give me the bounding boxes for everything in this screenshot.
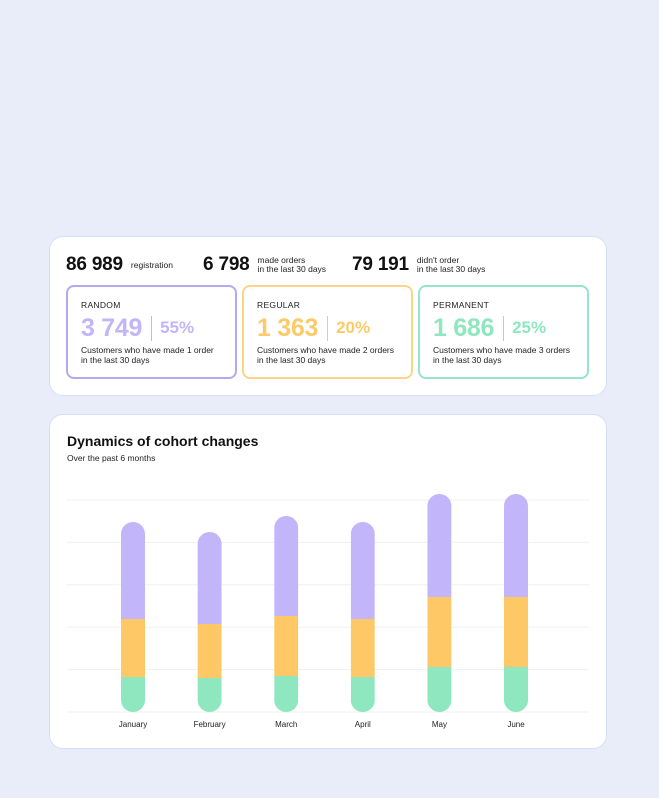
bar-segment-regular bbox=[504, 597, 528, 667]
stat-label-line: registration bbox=[130, 259, 173, 270]
stat-didnt-order: 79 191 didn't order in the last 30 days bbox=[352, 254, 485, 276]
cohort-figures: 1 363 20% bbox=[257, 313, 371, 342]
stat-label: didn't order in the last 30 days bbox=[417, 256, 486, 274]
bar-may[interactable] bbox=[427, 494, 452, 712]
cohort-card-random[interactable]: RANDOM 3 749 55% Customers who have made… bbox=[66, 285, 237, 379]
cohort-description-line: Customers who have made 3 orders bbox=[433, 345, 571, 355]
stacked-bar-chart: January February March April May June bbox=[67, 494, 589, 729]
bar-segment-random bbox=[274, 516, 299, 616]
cohort-percent: 55% bbox=[160, 318, 195, 337]
cohort-name: RANDOM bbox=[81, 300, 121, 310]
cohort-description: Customers who have made 1 order in the l… bbox=[81, 345, 231, 365]
bar-segment-random bbox=[504, 494, 528, 597]
bar-segment-regular bbox=[121, 619, 145, 677]
bar-segment-random bbox=[350, 522, 375, 619]
bar-segment-random bbox=[197, 532, 222, 624]
bar-segment-regular bbox=[427, 597, 452, 667]
x-tick-label: March bbox=[275, 720, 297, 729]
stat-label-line: in the last 30 days bbox=[416, 264, 486, 274]
stat-value: 79 191 bbox=[352, 254, 409, 275]
bar-segment-permanent bbox=[274, 676, 299, 712]
cohort-divider bbox=[327, 315, 329, 341]
cohort-name: PERMANENT bbox=[433, 300, 490, 310]
stat-label: made orders in the last 30 days bbox=[258, 256, 327, 274]
bar-january[interactable] bbox=[121, 522, 145, 712]
cohort-description-line: in the last 30 days bbox=[257, 354, 326, 365]
stat-label-line: didn't order bbox=[416, 255, 460, 265]
cohort-description-line: Customers who have made 2 orders bbox=[257, 345, 395, 355]
cohort-description-line: in the last 30 days bbox=[433, 354, 502, 365]
bar-segment-random bbox=[121, 522, 145, 619]
cohort-divider bbox=[151, 315, 153, 341]
x-tick-label: February bbox=[194, 720, 226, 729]
bar-segment-permanent bbox=[427, 667, 452, 712]
stat-label: registration bbox=[130, 259, 173, 270]
stat-registration: 86 989 registration bbox=[66, 254, 173, 276]
cohort-description: Customers who have made 3 orders in the … bbox=[433, 345, 583, 365]
summary-card: 86 989 registration 6 798 made orders in… bbox=[49, 236, 607, 396]
bar-june[interactable] bbox=[504, 494, 528, 712]
cohort-description-line: in the last 30 days bbox=[81, 354, 150, 365]
bar-segment-permanent bbox=[350, 677, 375, 712]
cohort-chart-card: Dynamics of cohort changes Over the past… bbox=[49, 414, 607, 749]
cohort-name: REGULAR bbox=[257, 300, 301, 310]
cohort-percent: 25% bbox=[512, 318, 547, 337]
bar-segment-random bbox=[427, 494, 452, 597]
cohort-count: 1 686 bbox=[433, 313, 495, 342]
cohort-card-permanent[interactable]: PERMANENT 1 686 25% Customers who have m… bbox=[418, 285, 589, 379]
cohort-figures: 3 749 55% bbox=[81, 313, 195, 342]
cohort-count: 1 363 bbox=[257, 313, 319, 342]
stat-value: 6 798 bbox=[203, 254, 250, 275]
bar-march[interactable] bbox=[274, 516, 299, 712]
cohort-figures: 1 686 25% bbox=[433, 313, 547, 342]
cohort-card-regular[interactable]: REGULAR 1 363 20% Customers who have mad… bbox=[242, 285, 413, 379]
bar-segment-regular bbox=[274, 616, 299, 676]
bar-segment-permanent bbox=[121, 677, 145, 712]
x-tick-label: April bbox=[355, 720, 371, 729]
cohort-description: Customers who have made 2 orders in the … bbox=[257, 345, 407, 365]
bar-february[interactable] bbox=[197, 532, 222, 712]
x-tick-label: May bbox=[432, 720, 447, 729]
cohort-count: 3 749 bbox=[81, 313, 143, 342]
x-tick-label: June bbox=[507, 720, 525, 729]
stat-label-line: in the last 30 days bbox=[257, 264, 327, 274]
chart-title: Dynamics of cohort changes bbox=[67, 433, 259, 449]
bar-segment-regular bbox=[197, 624, 222, 678]
bar-segment-permanent bbox=[197, 678, 222, 712]
bar-april[interactable] bbox=[350, 522, 375, 712]
bar-segment-permanent bbox=[504, 667, 528, 712]
stat-made-orders: 6 798 made orders in the last 30 days bbox=[203, 254, 326, 276]
stat-label-line: made orders bbox=[257, 255, 306, 265]
cohort-description-line: Customers who have made 1 order bbox=[81, 345, 214, 355]
x-tick-label: January bbox=[119, 720, 147, 729]
chart-subtitle: Over the past 6 months bbox=[67, 453, 156, 463]
cohort-percent: 20% bbox=[336, 318, 371, 337]
stat-value: 86 989 bbox=[66, 254, 123, 275]
cohort-divider bbox=[503, 315, 505, 341]
bar-segment-regular bbox=[350, 619, 375, 677]
